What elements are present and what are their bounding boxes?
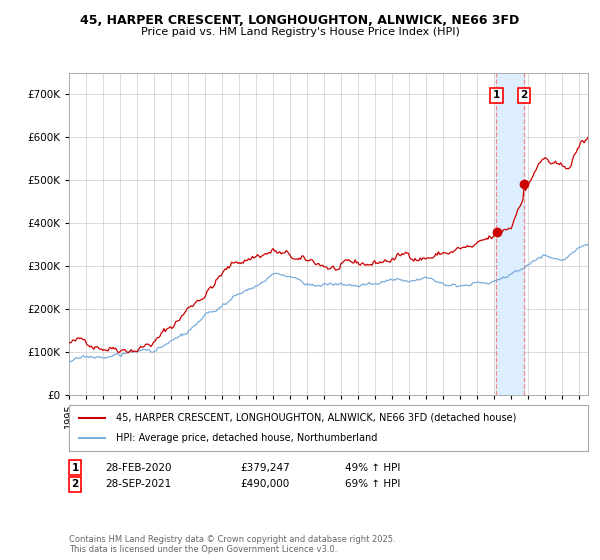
Text: Price paid vs. HM Land Registry's House Price Index (HPI): Price paid vs. HM Land Registry's House … [140,27,460,37]
Text: £490,000: £490,000 [240,479,289,489]
Text: 2: 2 [71,479,79,489]
Text: 28-SEP-2021: 28-SEP-2021 [105,479,171,489]
Text: HPI: Average price, detached house, Northumberland: HPI: Average price, detached house, Nort… [116,433,377,443]
Text: £379,247: £379,247 [240,463,290,473]
Text: 69% ↑ HPI: 69% ↑ HPI [345,479,400,489]
Text: 1: 1 [493,90,500,100]
Text: 45, HARPER CRESCENT, LONGHOUGHTON, ALNWICK, NE66 3FD: 45, HARPER CRESCENT, LONGHOUGHTON, ALNWI… [80,14,520,27]
Text: 28-FEB-2020: 28-FEB-2020 [105,463,172,473]
Text: 2: 2 [520,90,527,100]
Text: 1: 1 [71,463,79,473]
Text: Contains HM Land Registry data © Crown copyright and database right 2025.
This d: Contains HM Land Registry data © Crown c… [69,535,395,554]
Bar [496,73,524,395]
Text: 45, HARPER CRESCENT, LONGHOUGHTON, ALNWICK, NE66 3FD (detached house): 45, HARPER CRESCENT, LONGHOUGHTON, ALNWI… [116,413,516,423]
Text: 49% ↑ HPI: 49% ↑ HPI [345,463,400,473]
